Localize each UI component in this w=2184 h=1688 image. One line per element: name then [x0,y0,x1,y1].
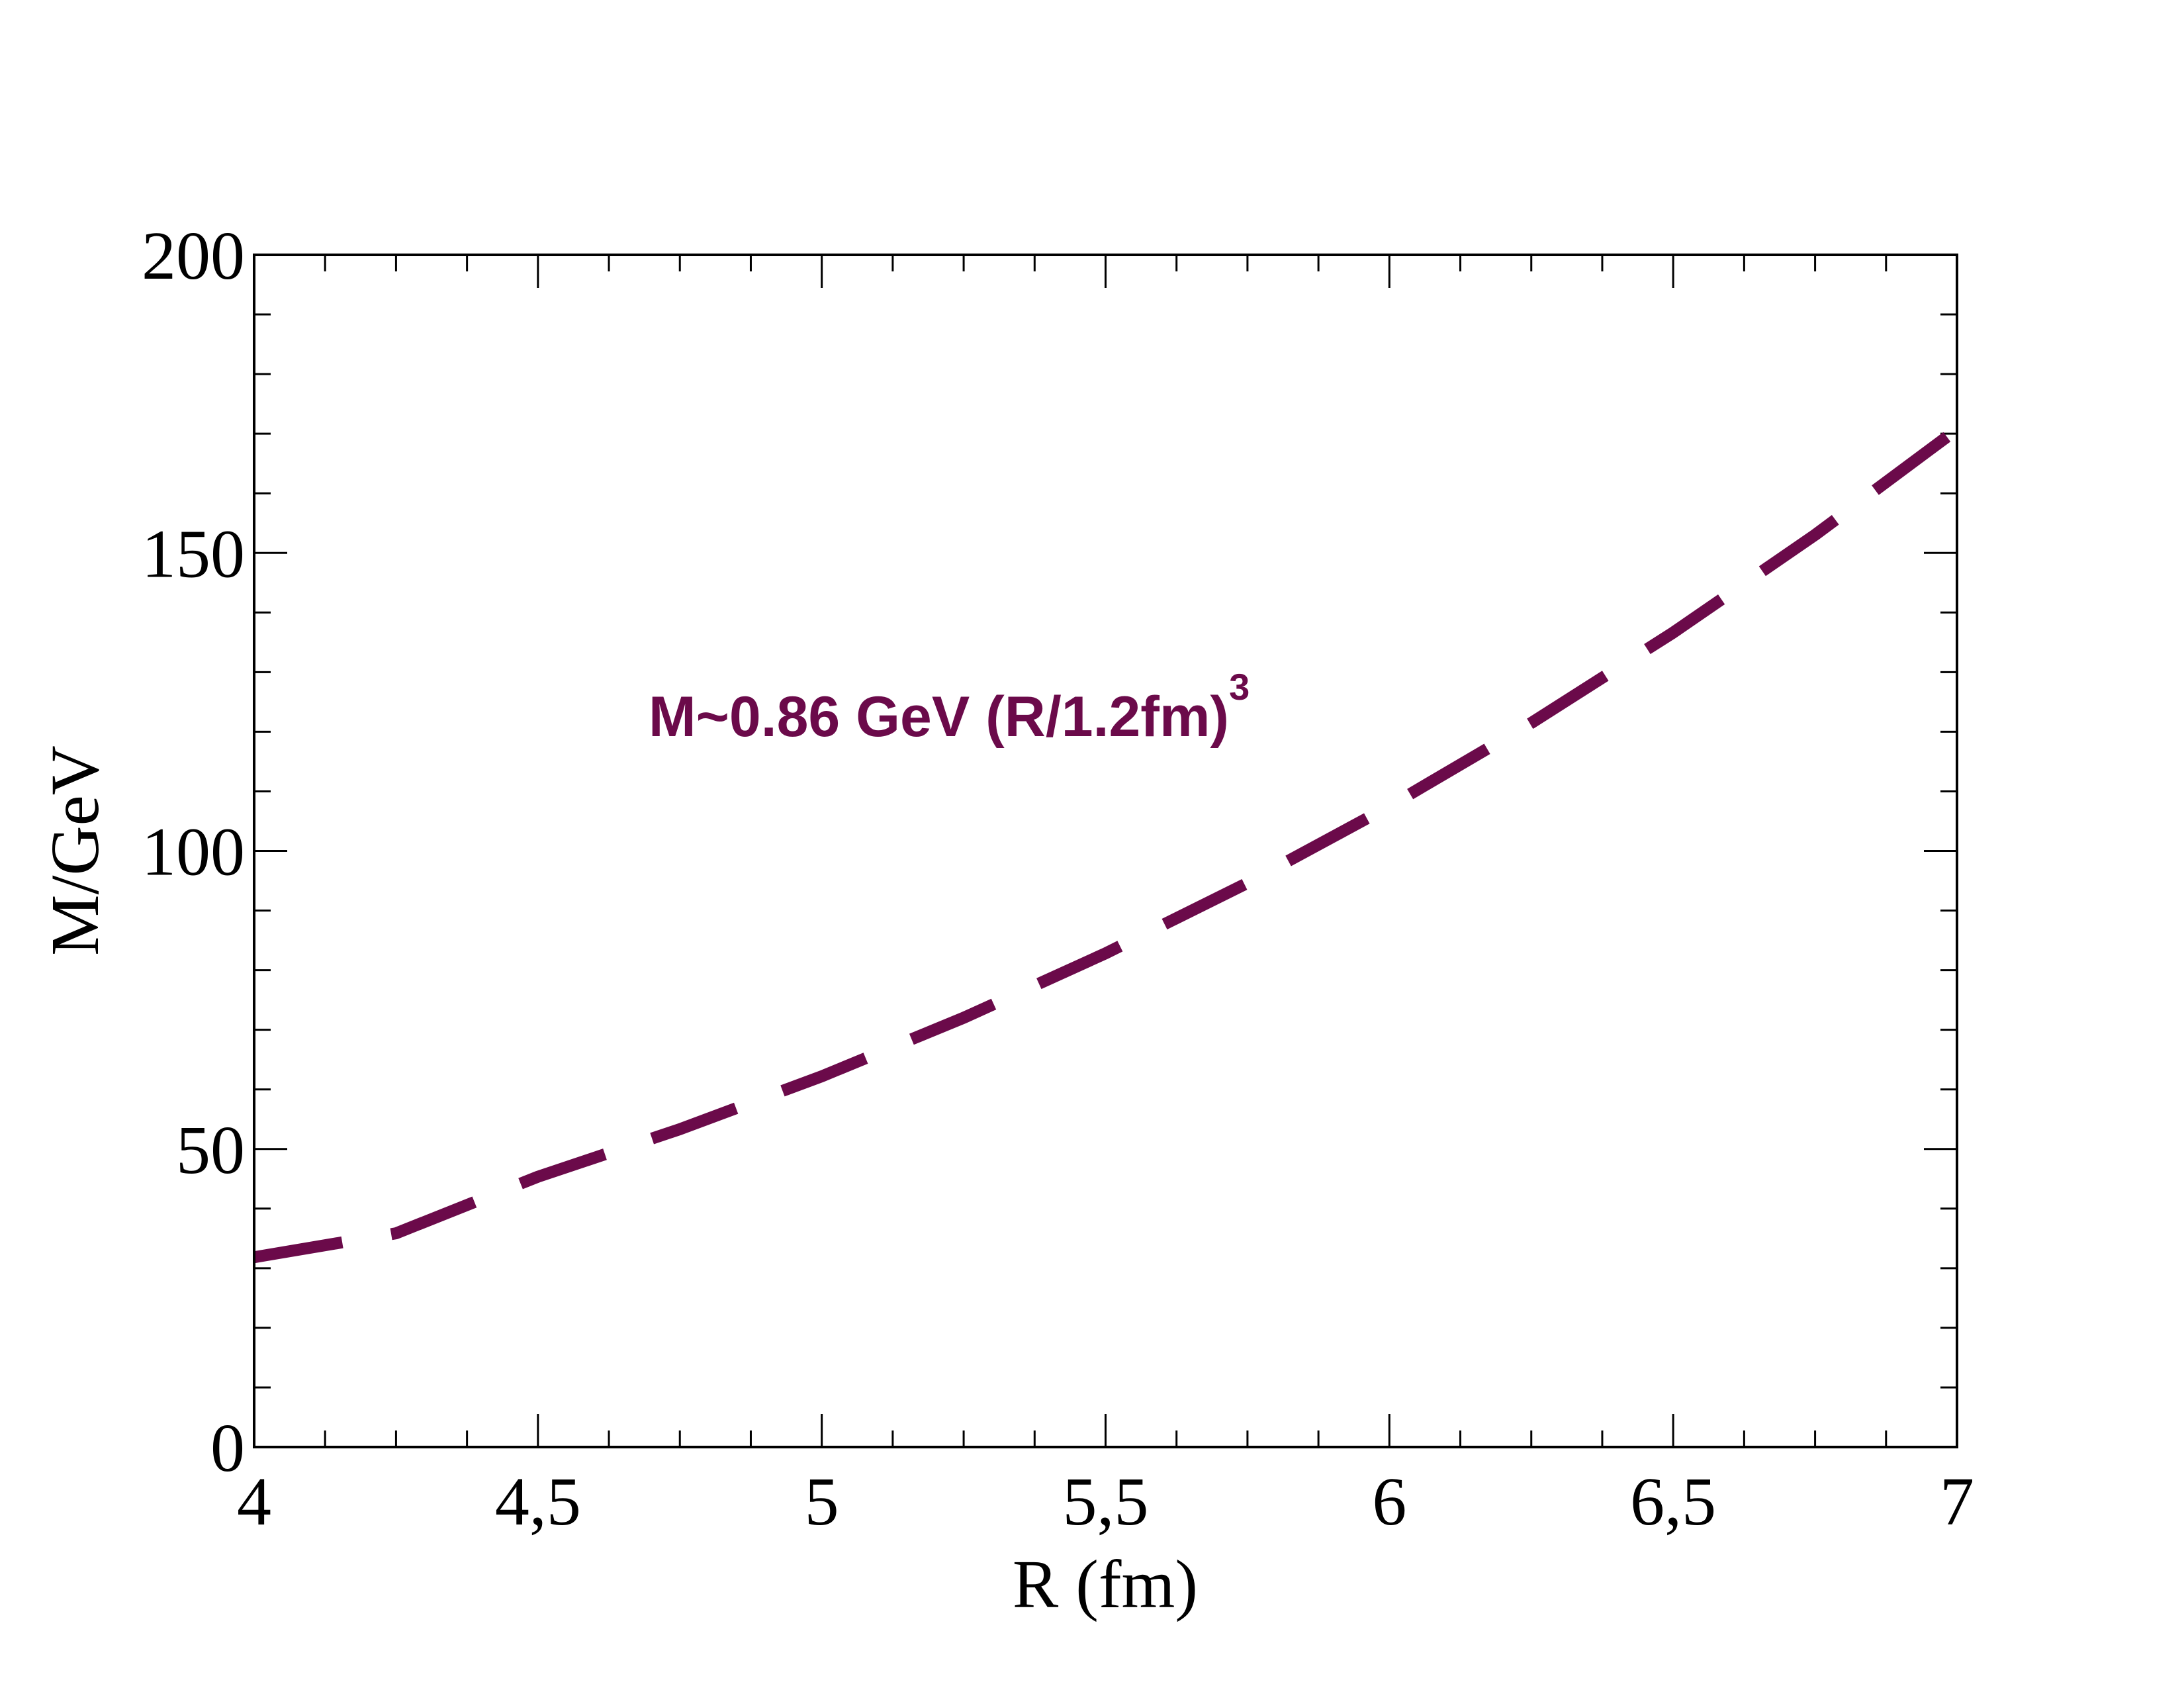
y-tick-label: 200 [142,218,245,294]
series-line-0 [253,424,1961,1264]
plot-frame [253,254,1958,1448]
y-tick-label: 150 [142,516,245,592]
x-tick-label: 4,5 [495,1464,581,1540]
x-tick-label: 5 [805,1464,839,1540]
x-tick-label: 5,5 [1063,1464,1149,1540]
formula-annotation-exponent: 3 [1229,666,1250,708]
y-tick-label: 100 [142,814,245,890]
x-tick-label: 6 [1372,1464,1406,1540]
x-tick-label: 6,5 [1630,1464,1716,1540]
minor-ticks [254,255,1957,1447]
y-tick-label: 50 [176,1112,245,1188]
series-layer [253,424,1961,1264]
x-tick-label: 4 [237,1464,271,1540]
x-tick-labels: 4 4,5 5 5,5 6 6,5 7 [237,1464,1974,1540]
x-axis-title: R (fm) [1013,1546,1198,1622]
y-axis-title: M/GeV [37,745,113,956]
x-tick-label: 7 [1940,1464,1974,1540]
formula-annotation: M~0.86 GeV (R/1.2fm)3 [649,666,1250,749]
y-tick-label: 0 [210,1410,245,1486]
formula-annotation-text: M~0.86 GeV (R/1.2fm) [649,685,1229,749]
y-tick-labels: 0 50 100 150 200 [142,218,245,1486]
